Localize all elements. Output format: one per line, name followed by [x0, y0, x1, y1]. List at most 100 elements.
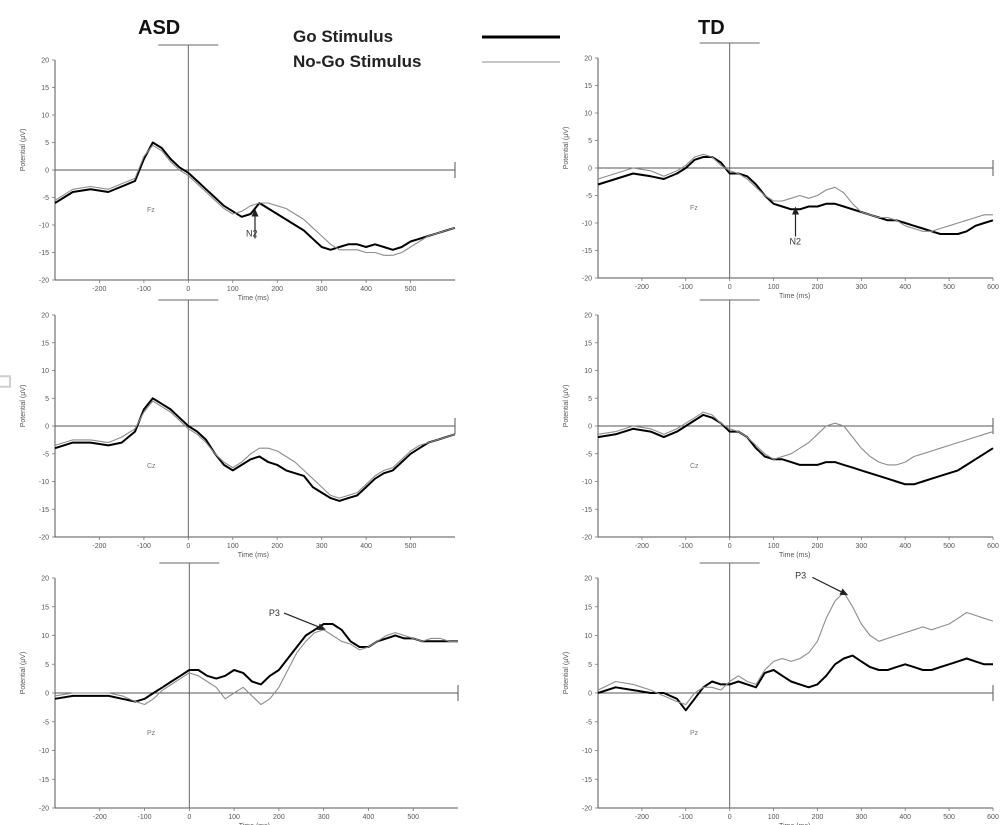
go-stimulus-line: [54, 623, 458, 703]
x-axis-label: Time (ms): [238, 295, 269, 302]
x-tick-label: 0: [728, 284, 732, 291]
y-tick-label: -15: [582, 507, 592, 514]
y-tick-label: 10: [41, 633, 49, 640]
x-axis-label: Time (ms): [238, 552, 269, 559]
x-tick-label: 100: [227, 543, 239, 550]
y-tick-label: 0: [588, 691, 592, 698]
x-tick-label: 0: [187, 814, 191, 821]
y-tick-label: 15: [584, 604, 592, 611]
x-tick-label: 0: [728, 814, 732, 821]
x-tick-label: 0: [186, 286, 190, 293]
y-tick-label: 20: [41, 58, 49, 65]
x-tick-label: -200: [635, 284, 649, 291]
x-tick-label: 400: [360, 286, 372, 293]
annotation-arrow-head: [792, 206, 799, 215]
y-tick-label: -5: [43, 719, 49, 726]
nogo-stimulus-line: [597, 411, 994, 466]
x-axis-label: Time (ms): [239, 823, 270, 825]
x-tick-label: 200: [271, 543, 283, 550]
y-tick-label: -20: [39, 535, 49, 542]
x-axis-label: Time (ms): [779, 293, 810, 300]
x-tick-label: -200: [92, 543, 106, 550]
nogo-stimulus-line: [54, 629, 458, 706]
x-tick-label: 300: [855, 543, 867, 550]
group-title-td: TD: [698, 17, 725, 39]
x-tick-label: 200: [812, 284, 824, 291]
y-tick-label: -20: [582, 535, 592, 542]
y-tick-label: -20: [39, 278, 49, 285]
legend-go-label: Go Stimulus: [293, 27, 393, 46]
x-tick-label: -100: [137, 543, 151, 550]
annotation-label: P3: [795, 570, 806, 580]
x-tick-label: 600: [987, 543, 999, 550]
electrode-label: Pz: [147, 730, 156, 737]
y-axis-label: Potential (µV): [563, 385, 570, 428]
x-tick-label: 500: [943, 543, 955, 550]
y-tick-label: 15: [584, 340, 592, 347]
y-tick-label: 0: [588, 424, 592, 431]
x-tick-label: 100: [768, 543, 780, 550]
y-tick-label: 5: [45, 662, 49, 669]
x-tick-label: 300: [855, 284, 867, 291]
y-axis-label: Potential (µV): [20, 652, 27, 695]
y-tick-label: 15: [41, 340, 49, 347]
watermark-text: nuscript: [0, 295, 11, 715]
y-axis-label: Potential (µV): [563, 127, 570, 170]
annotation-arrow-shaft: [283, 612, 321, 629]
annotation-label: P3: [269, 608, 280, 618]
y-tick-label: 20: [584, 313, 592, 320]
x-tick-label: 200: [812, 814, 824, 821]
nogo-stimulus-line: [597, 591, 994, 706]
annotation-label: N2: [790, 237, 802, 247]
x-tick-label: 500: [405, 286, 417, 293]
y-tick-label: -10: [582, 479, 592, 486]
go-stimulus-line: [597, 156, 994, 235]
go-stimulus-line: [597, 654, 993, 712]
x-tick-label: -200: [93, 814, 107, 821]
x-tick-label: -100: [679, 543, 693, 550]
panel-td-fz: 20 15 10 5 0 -5 -10 -15 -20 -200 -100 0 100 200 300 400…: [563, 42, 999, 300]
x-tick-label: 300: [316, 286, 328, 293]
go-stimulus-line: [597, 413, 994, 486]
y-tick-label: -15: [582, 248, 592, 255]
electrode-label: Cz: [690, 463, 699, 470]
y-tick-label: -15: [39, 250, 49, 257]
y-tick-label: -10: [39, 479, 49, 486]
electrode-label: Fz: [147, 207, 155, 214]
x-tick-label: 100: [228, 814, 240, 821]
x-axis-label: Time (ms): [779, 823, 810, 825]
nogo-stimulus-line: [597, 153, 993, 232]
panel-asd-fz: 20 15 10 5 0 -5 -10 -15 -20 -200 -100 0 100 200 300 400…: [20, 44, 456, 302]
x-tick-label: 0: [186, 543, 190, 550]
x-tick-label: 500: [943, 814, 955, 821]
y-tick-label: 5: [45, 140, 49, 147]
y-tick-label: 0: [588, 166, 592, 173]
y-axis-label: Potential (µV): [563, 652, 570, 695]
y-tick-label: -15: [39, 777, 49, 784]
y-tick-label: -10: [39, 223, 49, 230]
x-tick-label: 100: [768, 814, 780, 821]
x-tick-label: 100: [768, 284, 780, 291]
y-tick-label: 15: [41, 604, 49, 611]
y-tick-label: 20: [584, 576, 592, 583]
x-tick-label: -100: [679, 814, 693, 821]
y-tick-label: -15: [39, 507, 49, 514]
y-tick-label: 5: [588, 138, 592, 145]
y-tick-label: 10: [584, 111, 592, 118]
y-tick-label: 5: [588, 396, 592, 403]
go-stimulus-line: [54, 141, 456, 251]
x-tick-label: -100: [679, 284, 693, 291]
electrode-label: Pz: [690, 730, 699, 737]
y-tick-label: -5: [586, 719, 592, 726]
y-tick-label: 10: [41, 368, 49, 375]
legend: Go Stimulus No-Go Stimulus: [293, 27, 560, 71]
group-title-asd: ASD: [138, 17, 180, 39]
x-tick-label: 300: [855, 814, 867, 821]
y-tick-label: 10: [41, 113, 49, 120]
annotation-arrow-head: [317, 623, 326, 631]
y-tick-label: -15: [582, 777, 592, 784]
x-tick-label: 400: [360, 543, 372, 550]
y-tick-label: -10: [39, 748, 49, 755]
x-tick-label: 400: [899, 814, 911, 821]
y-tick-label: 10: [584, 368, 592, 375]
